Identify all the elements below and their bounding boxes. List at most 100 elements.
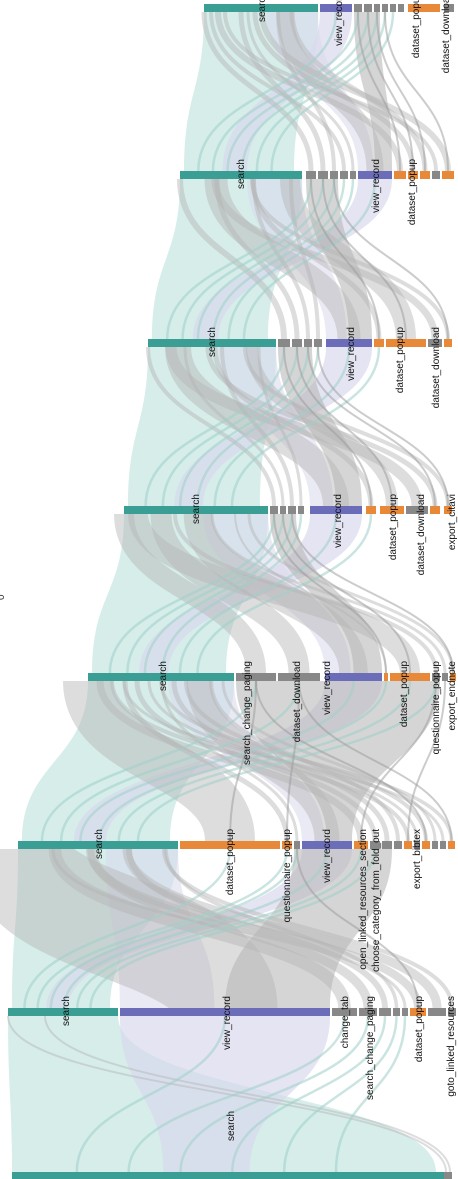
node-other-bar: [382, 4, 388, 12]
flow-strand-teal: [179, 1015, 370, 1173]
node-dataset-bar: [410, 1008, 426, 1016]
node-other-bar: [270, 506, 278, 514]
node-other-bar: [318, 171, 328, 179]
node-dataset-bar: [430, 506, 440, 514]
flow-strand-dataset: [376, 11, 426, 172]
node-other-bar: [278, 339, 290, 347]
node-label-view-record: view_record: [346, 327, 357, 381]
node-other-bar: [294, 841, 300, 849]
flow-strand-teal: [62, 848, 329, 1009]
node-label-dataset-popup: dataset_popup: [414, 996, 425, 1063]
node-other-bar: [332, 1008, 357, 1016]
node-other-bar: [448, 1008, 456, 1016]
flow-strand-grey: [280, 178, 416, 340]
node-other-bar: [330, 171, 338, 179]
flow-strand-grey: [205, 346, 438, 507]
flow-strand-grey: [221, 680, 437, 842]
flow-strand-grey: [289, 178, 320, 340]
flow-view-record-to-search: [203, 514, 351, 673]
flow-strand-grey: [238, 11, 326, 172]
node-other-bar: [428, 339, 442, 347]
flow-strand-grey: [246, 346, 398, 507]
node-dataset-bar: [448, 841, 455, 849]
node-other-bar: [379, 1008, 391, 1016]
node-other-bar: [442, 673, 448, 681]
flow-strand-grey: [259, 11, 451, 172]
flow-strand-grey: [276, 11, 336, 172]
flow-strand-grey: [162, 848, 454, 1009]
node-view-record-bar: [326, 339, 372, 347]
node-label-view-record: view_record: [222, 996, 233, 1050]
node-dataset-bar: [444, 339, 452, 347]
node-dataset-bar: [386, 339, 426, 347]
node-label-dataset-popup: dataset_popup: [407, 159, 418, 226]
node-label-search: search: [257, 0, 268, 22]
flow-strand-teal: [40, 680, 258, 842]
node-dataset-bar: [366, 506, 376, 514]
node-label-questionnaire-popup: questionnaire_popup: [431, 661, 442, 755]
flow-strand-teal: [76, 848, 363, 1009]
node-label-dataset-download: dataset_download: [292, 661, 303, 742]
flow-strand-grey: [128, 512, 420, 675]
stray-zero-label: 0: [0, 594, 7, 600]
flow-strand-grey: [177, 178, 287, 340]
node-label-search: search: [207, 327, 218, 357]
node-label-change-tab: change_tab: [340, 996, 351, 1049]
flow-strand-dataset: [255, 680, 427, 842]
flow-strand-teal: [89, 848, 377, 1009]
flow-view-record-to-other: [278, 347, 362, 506]
node-search-bar: [204, 4, 318, 12]
flow-strand-teal: [334, 1015, 407, 1173]
flow-strand-grey: [146, 346, 276, 507]
node-other-bar: [394, 841, 402, 849]
node-other-bar: [382, 841, 392, 849]
flow-strand-teal: [161, 346, 299, 507]
node-label-choose-category-from-fold-out: choose_category_from_fold_out: [371, 829, 382, 972]
flow-strand-dataset: [307, 346, 436, 507]
node-label-export-bibtex: export_bibtex: [412, 829, 423, 889]
flow-strand-teal: [75, 1015, 227, 1173]
node-other-bar: [340, 171, 348, 179]
flow-strand-dataset: [310, 178, 380, 340]
node-other-bar: [280, 506, 286, 514]
flow-strand-dataset: [286, 680, 300, 842]
node-label-search: search: [191, 494, 202, 524]
node-label-search-change-paging: search_change_paging: [242, 661, 253, 765]
flow-strand-teal: [49, 848, 299, 1009]
node-other-bar: [432, 841, 438, 849]
node-search-bar: [148, 339, 276, 347]
node-label-dataset-download: dataset_download: [431, 327, 442, 408]
flow-strand-teal: [59, 680, 301, 842]
flow-strand-grey: [204, 178, 361, 340]
node-view-record-bar: [320, 4, 352, 12]
node-other-bar: [359, 1008, 377, 1016]
node-other-bar: [306, 171, 316, 179]
flow-strand-grey: [211, 178, 439, 340]
node-other-bar: [444, 4, 454, 12]
flow-strand-teal: [117, 680, 412, 842]
flow-strand-dataset: [296, 346, 393, 507]
flow-strand-teal: [231, 1015, 387, 1173]
flow-strand-grey: [0, 839, 278, 1018]
node-label-dataset-popup: dataset_popup: [411, 0, 422, 58]
node-search-bar: [180, 171, 302, 179]
flow-strand-teal: [79, 680, 355, 842]
node-dataset-bar: [404, 841, 412, 849]
flow-strand-grey: [86, 848, 422, 1009]
flow-search-to-view-record: [120, 1016, 330, 1172]
flow-strand-dataset: [283, 346, 372, 507]
flow-strand-dataset: [282, 513, 411, 674]
flow-strand-teal: [213, 346, 351, 507]
flow-strand-teal: [161, 513, 303, 674]
flow-strand-grey: [134, 680, 378, 842]
node-dataset-bar: [354, 841, 368, 849]
node-other-bar: [292, 339, 302, 347]
flow-strand-teal: [36, 848, 289, 1009]
node-other-bar: [298, 506, 304, 514]
flow-strand-teal: [211, 11, 360, 172]
flow-search-to-view-record: [139, 514, 362, 673]
node-other-bar: [236, 673, 276, 681]
flow-strand-grey: [183, 512, 368, 675]
flow-strand-grey: [201, 11, 314, 172]
node-view-record-bar: [310, 506, 362, 514]
